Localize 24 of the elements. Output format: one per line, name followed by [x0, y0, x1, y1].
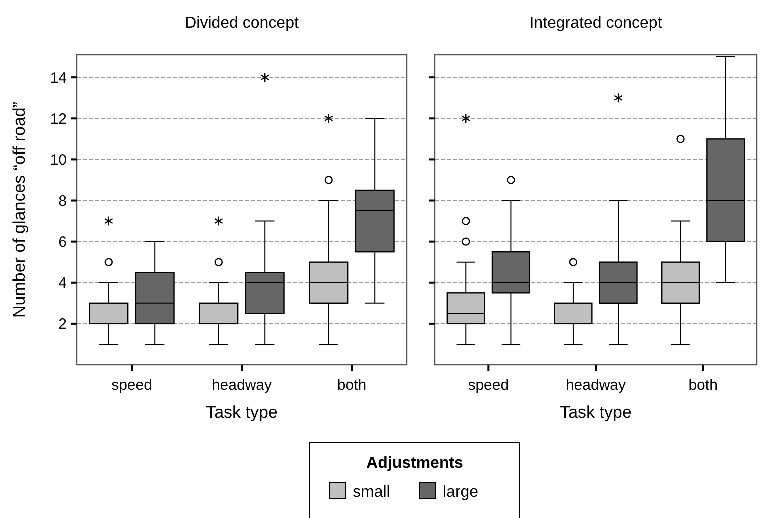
chart-title: Divided concept [185, 15, 300, 32]
legend-title: Adjustments [366, 455, 464, 472]
y-tick-label: 12 [50, 110, 67, 128]
x-tick-label: speed [112, 377, 152, 394]
y-tick-label: 10 [50, 152, 67, 169]
y-tick-label: 2 [58, 316, 67, 334]
y-axis-title: Number of glances “off road” [10, 102, 29, 318]
y-tick-label: 8 [58, 193, 67, 210]
chart-title: Integrated concept [530, 15, 663, 32]
point [104, 216, 114, 226]
y-tick-label: 6 [58, 234, 67, 252]
legend-label: large [443, 484, 479, 501]
x-tick-label: headway [212, 377, 273, 394]
x-axis-title: Task type [560, 403, 632, 422]
x-tick-label: both [688, 377, 718, 394]
x-axis-title: Task type [206, 403, 278, 422]
x-tick-label: headway [566, 377, 627, 394]
x-tick-label: both [337, 377, 367, 394]
x-tick-label: speed [468, 377, 510, 394]
legend-label: small [353, 484, 390, 501]
y-tick-label: 14 [50, 70, 67, 87]
point [214, 216, 224, 226]
point [324, 114, 334, 124]
y-tick-label: 4 [58, 275, 67, 292]
